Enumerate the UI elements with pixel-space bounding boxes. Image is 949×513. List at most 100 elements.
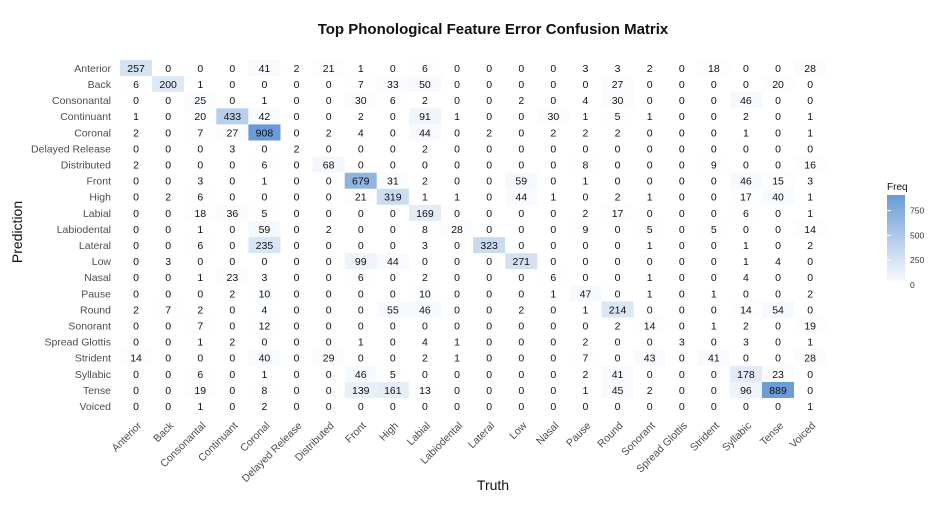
cell-value-label: 0	[197, 159, 203, 171]
cell-value-label: 8	[262, 385, 268, 397]
heatmap-cell	[794, 124, 827, 141]
heatmap-cell	[376, 333, 409, 350]
cell-value-label: 0	[775, 208, 781, 220]
heatmap-cell	[633, 221, 666, 238]
cell-value-label: 0	[775, 224, 781, 236]
cell-value-label: 0	[615, 401, 621, 413]
heatmap-cell	[152, 221, 185, 238]
cell-value-label: 0	[486, 353, 492, 365]
heatmap-cell	[633, 317, 666, 334]
heatmap-cell	[152, 108, 185, 125]
cell-value-label: 2	[422, 143, 428, 155]
cell-value-label: 0	[454, 79, 460, 91]
heatmap-cell	[697, 285, 730, 302]
heatmap-cell	[441, 60, 474, 77]
cell-value-label: 0	[518, 127, 524, 139]
heatmap-cell	[665, 237, 698, 254]
cell-value-label: 6	[358, 272, 364, 284]
heatmap-cell	[216, 172, 249, 189]
heatmap-cell	[312, 140, 345, 157]
cell-value-label: 0	[711, 143, 717, 155]
heatmap-cell	[184, 365, 217, 382]
cell-value-label: 0	[679, 240, 685, 252]
cell-value-label: 0	[486, 272, 492, 284]
cell-value-label: 23	[227, 272, 239, 284]
cell-value-label: 0	[679, 353, 685, 365]
cell-value-label: 0	[454, 95, 460, 107]
heatmap-cell	[697, 398, 730, 415]
heatmap-cells: 257 0 0 0 41 2 21 1 0 6 0 0 0 0 3 3 2 0 18 0 0 286 200 1 0 0 0 0 7 33…	[120, 60, 827, 415]
heatmap-cell	[729, 398, 762, 415]
heatmap-cell	[248, 317, 281, 334]
cell-value-label: 2	[583, 208, 589, 220]
heatmap-cell	[280, 60, 313, 77]
cell-value-label: 6	[197, 240, 203, 252]
cell-value-label: 0	[390, 337, 396, 349]
heatmap-cell	[665, 398, 698, 415]
cell-value-label: 0	[583, 240, 589, 252]
heatmap-cell	[441, 365, 474, 382]
y-tick-label: Low	[92, 256, 112, 268]
cell-value-label: 2	[229, 288, 235, 300]
heatmap-cell	[184, 156, 217, 173]
cell-value-label: 0	[775, 240, 781, 252]
heatmap-cell	[184, 285, 217, 302]
cell-value-label: 0	[775, 320, 781, 332]
cell-value-label: 0	[518, 63, 524, 75]
cell-value-label: 0	[615, 353, 621, 365]
cell-value-label: 0	[807, 272, 813, 284]
heatmap-cell	[312, 365, 345, 382]
heatmap-cell	[601, 269, 634, 286]
heatmap-cell	[473, 317, 506, 334]
heatmap-cell	[376, 382, 409, 399]
heatmap-cell	[665, 382, 698, 399]
cell-value-label: 0	[550, 79, 556, 91]
cell-value-label: 0	[583, 192, 589, 204]
heatmap-cell	[505, 188, 538, 205]
heatmap-cell	[408, 204, 441, 221]
cell-value-label: 1	[711, 320, 717, 332]
heatmap-cell	[729, 301, 762, 318]
heatmap-cell	[762, 237, 795, 254]
heatmap-cell	[152, 253, 185, 270]
heatmap-cell	[408, 124, 441, 141]
cell-value-label: 0	[518, 240, 524, 252]
heatmap-cell	[729, 204, 762, 221]
cell-value-label: 0	[486, 192, 492, 204]
heatmap-cell	[120, 285, 153, 302]
heatmap-cell	[537, 349, 570, 366]
cell-value-label: 0	[229, 304, 235, 316]
cell-value-label: 0	[294, 337, 300, 349]
heatmap-cell	[729, 269, 762, 286]
cell-value-label: 3	[743, 337, 749, 349]
heatmap-cell	[569, 204, 602, 221]
heatmap-cell	[216, 108, 249, 125]
heatmap-cell	[280, 333, 313, 350]
heatmap-cell	[344, 108, 377, 125]
cell-value-label: 19	[194, 385, 206, 397]
heatmap-cell	[601, 140, 634, 157]
heatmap-cell	[633, 382, 666, 399]
heatmap-cell	[729, 76, 762, 93]
heatmap-cell	[473, 140, 506, 157]
cell-value-label: 18	[708, 63, 720, 75]
heatmap-cell	[505, 317, 538, 334]
heatmap-cell	[216, 92, 249, 109]
heatmap-cell	[473, 76, 506, 93]
cell-value-label: 908	[256, 127, 274, 139]
heatmap-cell	[762, 253, 795, 270]
heatmap-cell	[408, 92, 441, 109]
heatmap-cell	[408, 156, 441, 173]
cell-value-label: 3	[807, 176, 813, 188]
chart-title: Top Phonological Feature Error Confusion…	[318, 21, 669, 38]
cell-value-label: 178	[737, 369, 755, 381]
cell-value-label: 41	[708, 353, 720, 365]
heatmap-cell	[441, 285, 474, 302]
heatmap-cell	[601, 221, 634, 238]
cell-value-label: 6	[550, 272, 556, 284]
cell-value-label: 0	[294, 369, 300, 381]
cell-value-label: 0	[647, 369, 653, 381]
heatmap-cell	[184, 172, 217, 189]
heatmap-cell	[537, 92, 570, 109]
heatmap-cell	[184, 221, 217, 238]
